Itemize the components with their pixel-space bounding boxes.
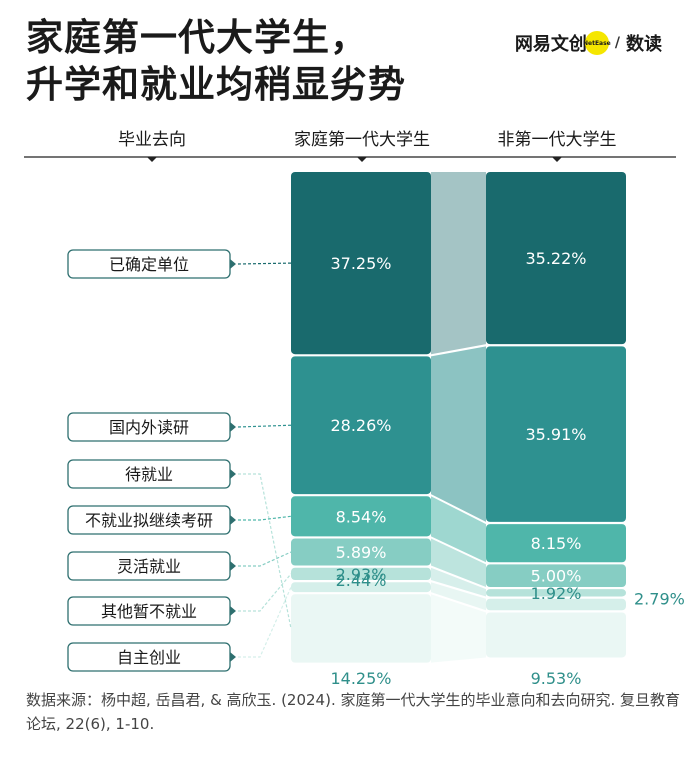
value-label-2-5: 5.00% xyxy=(531,567,582,586)
value-label-1-3: 14.25% xyxy=(330,669,391,688)
bar-segment-2-7 xyxy=(486,598,626,611)
value-label-1-1: 37.25% xyxy=(330,254,391,273)
value-label-2-4: 8.15% xyxy=(531,534,582,553)
header-group-1: 家庭第一代大学生 xyxy=(294,130,430,150)
brand-sub: 数读 xyxy=(626,34,662,55)
bar-segment-2-1 xyxy=(486,172,626,345)
bar-segment-1-7 xyxy=(291,582,431,593)
legend-label-4: 不就业拟继续考研 xyxy=(85,511,213,530)
data-source-note: 数据来源：杨中超, 岳昌君, & 高欣玉. (2024). 家庭第一代大学生的毕… xyxy=(26,691,681,733)
brand-separator: / xyxy=(614,35,620,51)
legend-leader-2 xyxy=(237,424,292,428)
legend-arrow-7 xyxy=(230,652,236,662)
bar-segment-1-6 xyxy=(291,567,431,581)
header-category: 毕业去向 xyxy=(118,130,186,150)
bar-segment-1-5 xyxy=(291,538,431,566)
legend-label-3: 待就业 xyxy=(125,465,173,484)
legend-leader-7 xyxy=(238,586,292,658)
legend-leader-5 xyxy=(238,551,292,567)
chart-title: 家庭第一代大学生， 升学和就业均稍显劣势 xyxy=(26,14,406,108)
legend-leader-6 xyxy=(238,573,292,612)
connector-6 xyxy=(431,582,486,611)
header-tick-3 xyxy=(552,157,562,162)
value-label-2-2: 35.91% xyxy=(525,425,586,444)
value-label-1-7: 2.44% xyxy=(336,571,387,590)
legend-arrow-6 xyxy=(230,606,236,616)
connector-7 xyxy=(431,594,486,663)
legend-arrow-5 xyxy=(230,561,236,571)
connector-4 xyxy=(431,538,486,587)
legend-label-2: 国内外读研 xyxy=(109,418,189,437)
bar-segment-2-6 xyxy=(486,589,626,597)
legend-arrow-4 xyxy=(230,515,236,525)
bar-segment-1-4 xyxy=(291,496,431,537)
bar-segment-2-3 xyxy=(486,612,626,658)
connector-1 xyxy=(431,172,486,355)
legend-arrow-3 xyxy=(230,469,236,479)
legend-arrow-2 xyxy=(230,422,236,432)
legend-leader-3 xyxy=(238,473,292,629)
value-label-1-4: 8.54% xyxy=(336,507,387,526)
bar-segment-1-1 xyxy=(291,172,431,355)
bar-segment-1-2 xyxy=(291,356,431,495)
bar-segment-2-5 xyxy=(486,564,626,587)
value-label-2-3: 9.53% xyxy=(531,669,582,688)
bar-segment-2-2 xyxy=(486,346,626,522)
title-line-2: 升学和就业均稍显劣势 xyxy=(26,63,406,106)
header-group-2: 非第一代大学生 xyxy=(498,130,617,150)
value-label-2-7: 2.79% xyxy=(634,590,685,609)
value-label-1-6: 2.93% xyxy=(336,565,387,584)
value-label-1-5: 5.89% xyxy=(336,543,387,562)
value-label-2-6: 1.92% xyxy=(531,584,582,603)
bar-segment-1-3 xyxy=(291,594,431,663)
legend-leader-4 xyxy=(238,515,292,521)
connector-2 xyxy=(431,346,486,522)
connector-5 xyxy=(431,567,486,597)
legend-arrow-1 xyxy=(230,259,236,269)
value-label-2-1: 35.22% xyxy=(525,249,586,268)
header-tick-1 xyxy=(147,157,157,162)
value-label-1-2: 28.26% xyxy=(330,416,391,435)
brand-logo: 网易文创 NetEase / 数读 xyxy=(515,30,662,56)
legend-label-1: 已确定单位 xyxy=(109,255,189,274)
bar-segment-2-4 xyxy=(486,524,626,563)
connector-3 xyxy=(431,496,486,563)
legend-label-7: 自主创业 xyxy=(117,648,181,667)
header-tick-2 xyxy=(357,157,367,162)
legend-label-6: 其他暂不就业 xyxy=(101,602,197,621)
legend-label-5: 灵活就业 xyxy=(117,557,181,576)
brand-badge: NetEase xyxy=(583,31,611,55)
legend-leader-1 xyxy=(237,262,292,265)
title-line-1: 家庭第一代大学生， xyxy=(26,16,368,59)
stacked-bar-chart: 毕业去向 家庭第一代大学生 非第一代大学生 37.25% 28.26% 8.54% 5.89… xyxy=(24,130,685,688)
brand-name: 网易文创 xyxy=(514,34,587,55)
